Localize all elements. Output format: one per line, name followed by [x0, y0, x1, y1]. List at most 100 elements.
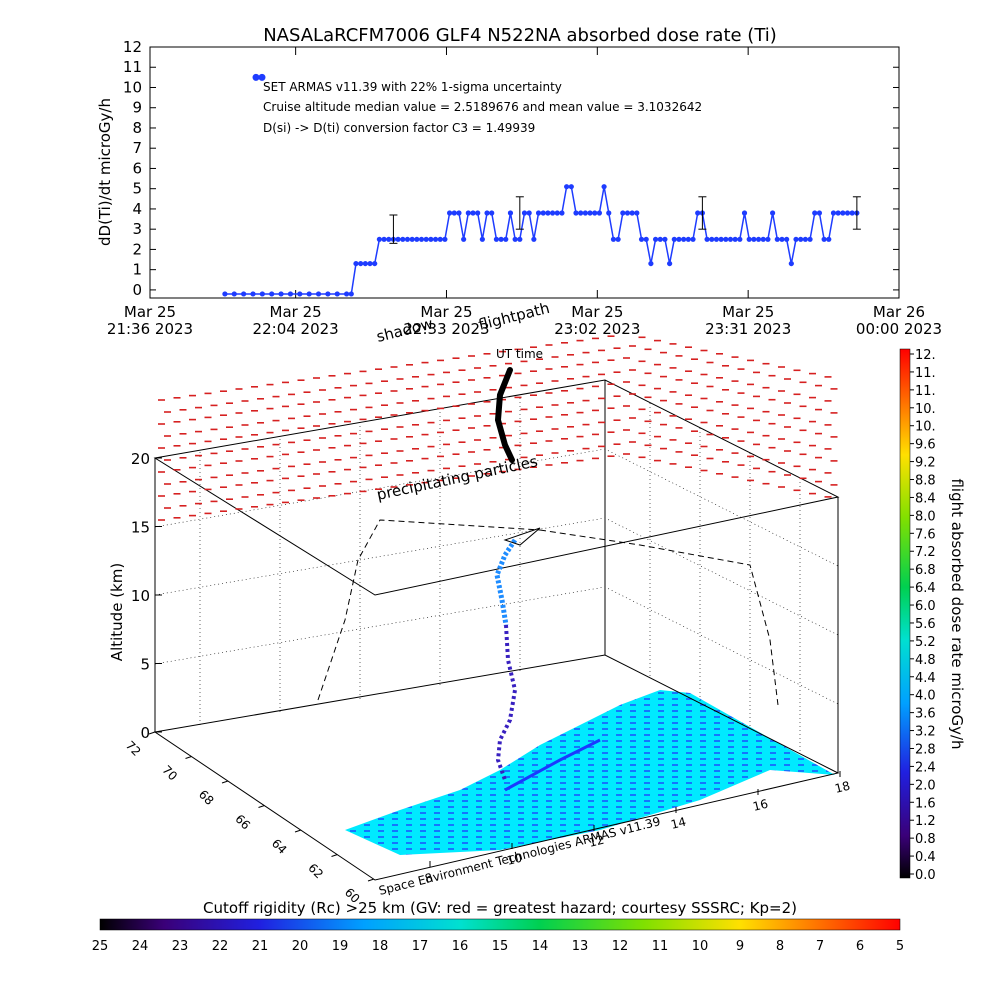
cutoff-tick-label: 8 [776, 939, 784, 954]
series-point [601, 184, 607, 190]
colorbar-tick-label: 9.2 [915, 456, 936, 471]
series-point [526, 210, 532, 216]
x-tick-label-date: Mar 25 [420, 303, 472, 321]
cutoff-tick-label: 11 [652, 939, 669, 954]
series-point [718, 236, 724, 242]
series-point [849, 210, 855, 216]
x-tick-label-date: Mar 26 [873, 303, 925, 321]
colorbar-tick-label: 2.8 [915, 742, 936, 757]
colorbar-tick-label: 9.6 [915, 438, 936, 453]
series-point [573, 210, 579, 216]
series-point [231, 291, 237, 297]
colorbar-label: flight absorbed dose rate microGy/h [948, 478, 966, 749]
series-point [400, 236, 406, 242]
colorbar-tick-label: 11. [915, 366, 936, 381]
lat-tick-label: 64 [269, 836, 290, 857]
x-tick-label-date: Mar 25 [571, 303, 623, 321]
series-point [723, 236, 729, 242]
colorbar-tick-label: 0.0 [915, 868, 936, 883]
lat-tick-mark [185, 756, 192, 759]
colorbar-tick-label: 3.2 [915, 725, 936, 740]
legend-marker [258, 73, 266, 81]
y-tick-label: 8 [132, 119, 142, 137]
y-tick-label: 2 [132, 240, 142, 258]
series-point [517, 236, 523, 242]
error-bars [389, 196, 861, 244]
series-point [437, 236, 443, 242]
colorbar-tick-label: 0.4 [915, 850, 936, 865]
plot-frame [149, 46, 900, 299]
dose-series [222, 184, 860, 297]
series-point [779, 236, 785, 242]
series-point [367, 260, 373, 267]
cutoff-tick-label: 17 [412, 939, 429, 954]
cutoff-ticks: 25 24 23 22 21 20 19 18 17 16 15 14 13 12 11 10 9 8 7 6 5 [92, 939, 904, 954]
z-tick-label: 10 [131, 587, 150, 605]
series-point [479, 236, 485, 242]
colorbar-tick-label: 3.6 [915, 707, 936, 722]
lat-tick-mark [221, 780, 229, 784]
x-tick-label-time: 22:04 2023 [253, 320, 339, 338]
series-point [676, 236, 682, 242]
coastline-edge [504, 738, 601, 792]
colorbar-tick-label: 2.0 [915, 778, 936, 793]
series-point [671, 236, 677, 242]
ut-time-track [494, 367, 515, 463]
series-point [381, 236, 387, 242]
precipitating-label: precipitating particles [375, 452, 539, 504]
series-point [278, 291, 284, 297]
series-point [709, 236, 715, 242]
annotation-uncertainty: SET ARMAS v11.39 with 22% 1-sigma uncert… [263, 80, 562, 94]
lat-tick-mark [258, 805, 265, 808]
series-point [685, 236, 691, 242]
cutoff-tick-label: 19 [332, 939, 349, 954]
z-tick-label: 15 [131, 519, 150, 537]
x-tick-label-time: 23:02 2023 [554, 320, 640, 338]
y-tick-label: 11 [123, 58, 142, 76]
series-point [358, 260, 364, 267]
cutoff-tick-label: 18 [372, 939, 389, 954]
series-point [802, 236, 808, 242]
colorbar-tick-label: 8.4 [915, 491, 936, 506]
cutoff-gradient [99, 918, 901, 931]
series-point [755, 236, 762, 242]
series-point [222, 291, 228, 297]
y-tick-label: 12 [123, 38, 142, 56]
series-point [760, 236, 766, 242]
series-point [564, 184, 570, 190]
colorbar-tick-label: 2.4 [915, 760, 936, 775]
lon-tick-label: 18 [833, 779, 851, 796]
x-tick-label-date: Mar 25 [722, 303, 774, 321]
colorbar-tick-label: 7.2 [915, 545, 936, 560]
ut-time-label: UT time [496, 347, 543, 361]
cutoff-tick-label: 22 [212, 939, 229, 954]
series-point [582, 210, 588, 216]
series-point [770, 210, 776, 216]
flightpath-label: flightpath [477, 299, 552, 334]
series-point [713, 236, 720, 242]
series-point [643, 236, 649, 242]
series-point [306, 291, 312, 297]
y-tick-label: 0 [132, 281, 142, 299]
series-point [465, 210, 471, 216]
z-axis: 0 5 10 15 20 [131, 450, 162, 742]
series-point [325, 291, 331, 297]
series-point [554, 210, 560, 216]
x-tick-label-time: 00:00 2023 [856, 320, 942, 338]
series-point [793, 236, 799, 242]
z-tick-label: 20 [131, 450, 150, 468]
series-point [648, 260, 654, 267]
colorbar-tick-label: 10. [915, 420, 936, 435]
series-point [395, 236, 401, 242]
cutoff-tick-label: 15 [492, 939, 509, 954]
series-point [535, 210, 542, 216]
series-point [652, 236, 659, 242]
series-point [470, 210, 476, 216]
colorbar-tick-label: 1.6 [915, 796, 936, 811]
series-point [432, 236, 439, 242]
series-point [475, 210, 481, 216]
series-point [751, 236, 757, 242]
cutoff-tick-label: 24 [132, 939, 149, 954]
colorbar-tick-label: 12. [915, 348, 936, 363]
